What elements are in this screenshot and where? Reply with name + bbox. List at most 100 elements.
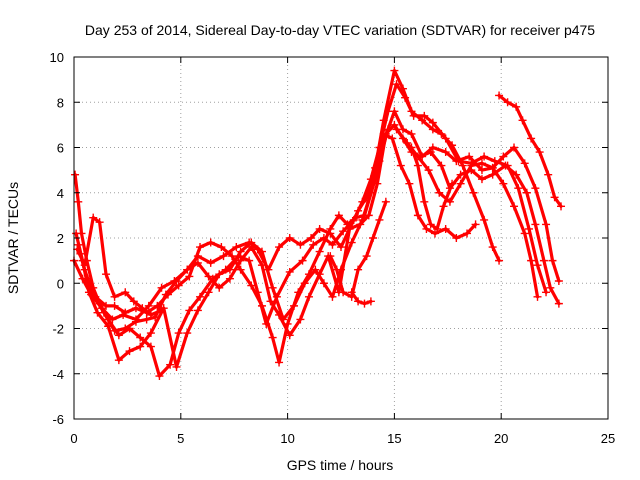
data-point <box>480 152 489 161</box>
data-point <box>298 256 307 265</box>
data-point <box>225 274 234 283</box>
data-point <box>430 229 439 238</box>
x-tick-labels: 0 5 10 15 20 25 <box>70 431 615 446</box>
data-point <box>225 265 234 274</box>
data-point <box>418 116 427 125</box>
x-tick-label: 10 <box>280 431 294 446</box>
data-point <box>501 161 510 170</box>
data-point <box>554 299 563 308</box>
chart-title: Day 253 of 2014, Sidereal Day-to-day VTE… <box>85 22 595 38</box>
data-point <box>546 283 555 292</box>
data-point <box>535 148 544 157</box>
y-tick-label: -2 <box>52 322 64 337</box>
data-point <box>527 256 536 265</box>
data-point <box>499 152 508 161</box>
data-point <box>371 175 380 184</box>
data-point <box>142 315 151 324</box>
data-point <box>326 252 335 261</box>
data-point <box>533 261 542 270</box>
data-point <box>71 170 80 179</box>
data-point <box>332 265 341 274</box>
data-point <box>236 247 245 256</box>
data-point <box>362 252 371 261</box>
data-point <box>215 270 224 279</box>
data-point <box>183 265 192 274</box>
series-track-10 <box>347 288 375 308</box>
data-point <box>102 270 111 279</box>
x-tick-label: 20 <box>494 431 508 446</box>
data-point <box>488 243 497 252</box>
data-point <box>185 306 194 315</box>
data-point <box>196 243 205 252</box>
data-point <box>110 326 119 335</box>
data-point <box>531 184 540 193</box>
y-tick-label: 0 <box>57 276 64 291</box>
data-point <box>307 234 316 242</box>
data-point <box>304 270 313 279</box>
data-point <box>204 288 213 297</box>
data-point <box>125 347 134 356</box>
data-point <box>144 301 153 310</box>
series-track-11 <box>407 143 457 233</box>
data-point <box>445 197 454 206</box>
data-point <box>527 134 536 143</box>
data-point <box>155 372 164 381</box>
data-point <box>326 224 335 233</box>
data-point <box>533 292 542 301</box>
data-point <box>89 213 98 222</box>
data-point <box>512 102 521 111</box>
data-point <box>452 234 461 242</box>
data-point <box>206 258 215 267</box>
data-point <box>315 247 324 256</box>
data-point <box>407 129 416 138</box>
data-point <box>354 297 363 306</box>
data-point <box>403 138 412 147</box>
data-point <box>136 342 145 351</box>
data-point <box>73 245 82 254</box>
data-point <box>285 267 294 276</box>
data-point <box>396 161 405 170</box>
data-point <box>121 308 130 317</box>
data-point <box>247 281 256 290</box>
data-point <box>232 243 241 252</box>
data-point <box>166 360 175 369</box>
data-point <box>91 292 100 301</box>
data-point <box>268 333 277 342</box>
data-point <box>131 317 140 326</box>
data-point <box>315 270 324 279</box>
data-point <box>465 152 474 161</box>
y-tick-label: -6 <box>52 412 64 427</box>
data-point <box>247 243 256 252</box>
data-point <box>531 220 540 229</box>
data-point <box>99 308 108 317</box>
data-point <box>381 197 390 206</box>
data-point <box>499 179 508 188</box>
data-point <box>146 310 155 319</box>
data-point <box>206 238 215 247</box>
data-point <box>153 301 162 310</box>
data-point <box>428 125 437 134</box>
axis-ticks <box>73 56 609 420</box>
series-track-8 <box>495 91 566 211</box>
data-point <box>390 120 399 129</box>
data-point <box>542 220 551 229</box>
data-point <box>174 281 183 290</box>
data-point <box>294 288 303 297</box>
data-point <box>548 256 557 265</box>
data-point <box>351 213 360 222</box>
data-point <box>512 170 521 179</box>
data-point <box>283 319 292 328</box>
data-point <box>448 179 457 188</box>
y-tick-label: 4 <box>57 186 64 201</box>
data-point <box>114 331 123 340</box>
data-point <box>315 224 324 233</box>
x-tick-label: 0 <box>70 431 77 446</box>
y-tick-label: -4 <box>52 367 64 382</box>
data-point <box>146 329 155 338</box>
data-point <box>339 288 348 297</box>
data-point <box>426 148 435 157</box>
data-point <box>405 179 414 188</box>
data-point <box>542 288 551 297</box>
data-point <box>334 211 343 220</box>
